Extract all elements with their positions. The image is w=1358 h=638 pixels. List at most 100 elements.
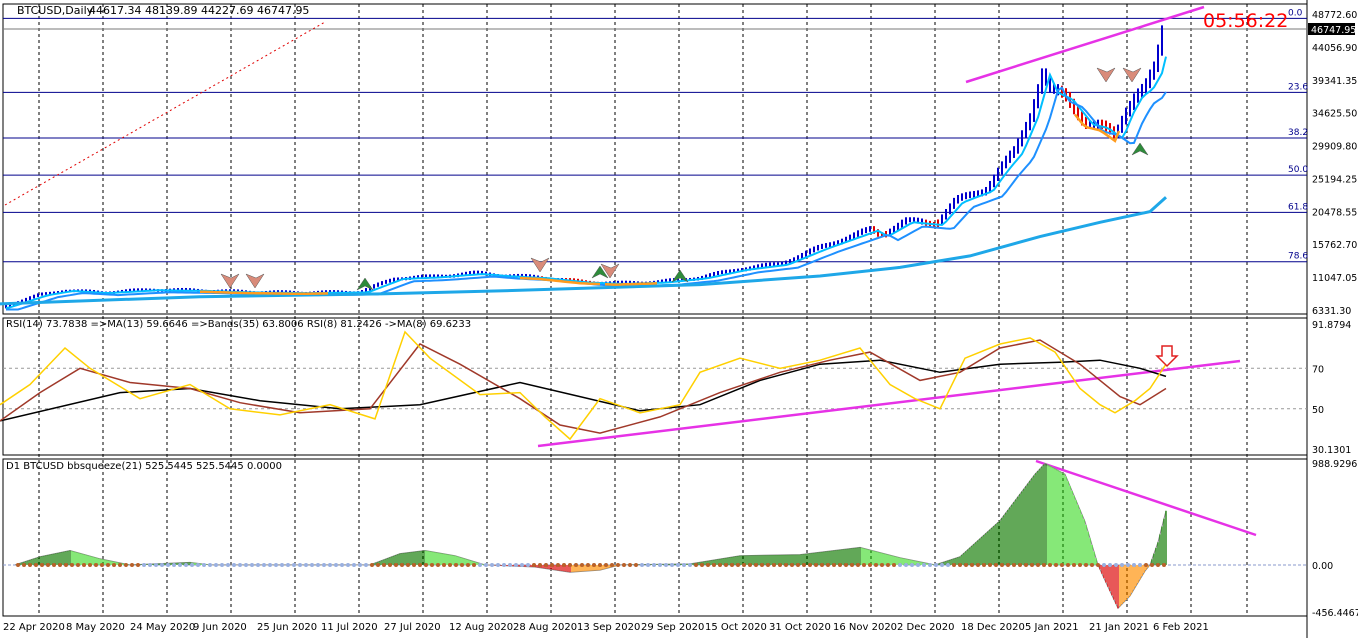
squeeze-dot xyxy=(910,562,914,567)
price-trendline xyxy=(965,5,1205,84)
squeeze-dot xyxy=(622,562,626,567)
squeeze-dot xyxy=(718,562,722,567)
squeeze-dot xyxy=(136,562,140,567)
squeeze-dot xyxy=(682,562,686,567)
grid-layer xyxy=(2,0,1308,638)
squeeze-dot xyxy=(976,562,980,567)
sell-arrow-icon xyxy=(600,263,620,279)
squeeze-dot xyxy=(1030,562,1034,567)
squeeze-dot xyxy=(430,562,434,567)
squeeze-dot xyxy=(178,562,182,567)
x-tick-label: 5 Jan 2021 xyxy=(1025,622,1079,633)
sell-arrow-icon xyxy=(220,273,240,289)
squeeze-dot xyxy=(28,562,32,567)
x-tick-label: 12 Aug 2020 xyxy=(449,622,513,633)
fib-levels-layer: 0.0 23.6 38.2 50.0 61.8 78.6 46747.95 xyxy=(3,8,1356,263)
squeeze-dot xyxy=(1138,562,1142,567)
x-tick-label: 27 Jul 2020 xyxy=(384,622,441,633)
squeeze-dot xyxy=(364,562,368,567)
squeeze-dot xyxy=(694,562,698,567)
squeeze-dot xyxy=(838,562,842,567)
squeeze-dot xyxy=(1018,562,1022,567)
squeeze-dot xyxy=(88,562,92,567)
squeeze-dot xyxy=(1114,562,1118,567)
price-tick-label: 15762.70 xyxy=(1312,240,1357,251)
squeeze-dot xyxy=(454,562,458,567)
squeeze-dot xyxy=(928,562,932,567)
squeeze-dot xyxy=(472,562,476,567)
squeeze-dot xyxy=(922,562,926,567)
squeeze-dot xyxy=(640,562,644,567)
ma-mid-line xyxy=(6,86,1167,311)
squeeze-dot xyxy=(844,562,848,567)
squeeze-dot xyxy=(964,562,968,567)
squeeze-dot xyxy=(352,562,356,567)
sell-arrow-icon xyxy=(1096,67,1116,83)
squeeze-dot xyxy=(562,562,566,567)
squeeze-dot xyxy=(778,562,782,567)
panel-frame-0 xyxy=(2,3,1308,315)
squeeze-dot xyxy=(76,562,80,567)
squeeze-dot xyxy=(112,562,116,567)
squeeze-dot xyxy=(706,562,710,567)
squeeze-dot xyxy=(214,562,218,567)
squeeze-dot xyxy=(328,562,332,567)
squeeze-label: D1 BTCUSD bbsqueeze(21) 525.5445 525.544… xyxy=(6,461,282,472)
squeeze-dot xyxy=(688,562,692,567)
price-tick-label: 20478.55 xyxy=(1312,207,1357,218)
squeeze-dot xyxy=(796,562,800,567)
price-bars-layer xyxy=(5,25,1163,309)
squeeze-tick-label: 0.00 xyxy=(1312,561,1333,572)
squeeze-dot xyxy=(610,562,614,567)
squeeze-dot xyxy=(106,562,110,567)
squeeze-dot xyxy=(568,562,572,567)
squeeze-dot xyxy=(628,562,632,567)
squeeze-dot xyxy=(814,562,818,567)
ma-signal-segment xyxy=(1074,113,1121,143)
squeeze-dot xyxy=(184,562,188,567)
squeeze-dot xyxy=(58,562,62,567)
squeeze-dot xyxy=(298,562,302,567)
squeeze-dot xyxy=(1144,562,1148,567)
squeeze-dot xyxy=(370,562,374,567)
squeeze-dot xyxy=(598,562,602,567)
squeeze-dot xyxy=(526,562,530,567)
squeeze-dot xyxy=(1156,562,1160,567)
squeeze-dot xyxy=(436,562,440,567)
fib-level-label: 38.2 xyxy=(1288,128,1308,138)
rsi-tick-label: 91.8794 xyxy=(1312,320,1351,331)
squeeze-dot xyxy=(448,562,452,567)
countdown-timer: 05:56:22 xyxy=(1203,10,1288,32)
squeeze-dot xyxy=(958,562,962,567)
squeeze-dot xyxy=(934,562,938,567)
rsi-tick-label: 70 xyxy=(1312,364,1324,375)
squeeze-histogram-layer xyxy=(16,463,1167,609)
squeeze-dot xyxy=(766,562,770,567)
squeeze-dot xyxy=(898,562,902,567)
ma-slow-line xyxy=(0,196,1167,306)
squeeze-dot xyxy=(406,562,410,567)
squeeze-dot xyxy=(1048,562,1052,567)
x-tick-label: 9 Jun 2020 xyxy=(193,622,247,633)
squeeze-dot xyxy=(238,562,242,567)
squeeze-dot xyxy=(388,562,392,567)
squeeze-dot xyxy=(1084,562,1088,567)
price-tick-label: 25194.25 xyxy=(1312,174,1357,185)
squeeze-dot xyxy=(52,562,56,567)
squeeze-dot xyxy=(532,562,536,567)
squeeze-dot xyxy=(154,562,158,567)
price-tick-label: 6331.30 xyxy=(1312,306,1351,317)
signal-arrows-layer xyxy=(220,67,1179,368)
squeeze-dot xyxy=(412,562,416,567)
squeeze-dot xyxy=(970,562,974,567)
squeeze-dot xyxy=(40,562,44,567)
squeeze-dot xyxy=(832,562,836,567)
squeeze-dot xyxy=(634,562,638,567)
squeeze-dot xyxy=(874,562,878,567)
squeeze-dot xyxy=(70,562,74,567)
squeeze-dot xyxy=(1012,562,1016,567)
squeeze-dot xyxy=(520,562,524,567)
down-arrow-icon xyxy=(1155,345,1179,368)
